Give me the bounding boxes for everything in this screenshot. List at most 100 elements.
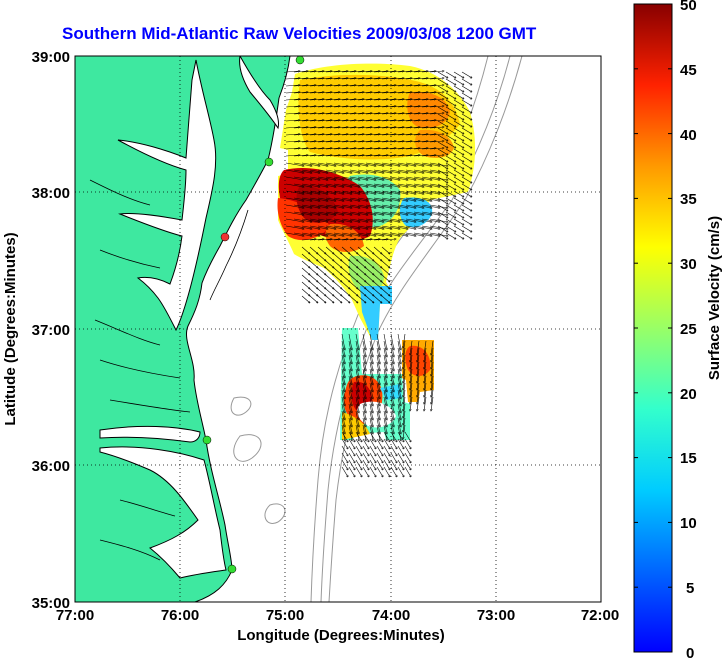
velocity-arrow bbox=[383, 389, 387, 406]
velocity-arrow bbox=[341, 176, 360, 180]
velocity-arrow bbox=[309, 134, 324, 135]
velocity-arrow bbox=[405, 99, 420, 100]
velocity-arrow bbox=[365, 267, 374, 275]
velocity-arrow bbox=[309, 211, 328, 215]
velocity-arrow bbox=[341, 211, 360, 215]
velocity-arrow bbox=[413, 106, 428, 107]
velocity-arrow bbox=[341, 417, 345, 434]
velocity-arrow bbox=[362, 466, 369, 477]
velocity-arrow bbox=[429, 99, 444, 100]
velocity-arrow bbox=[355, 438, 362, 449]
velocity-arrow bbox=[317, 106, 332, 107]
velocity-arrow bbox=[389, 183, 408, 187]
velocity-arrow bbox=[390, 438, 397, 449]
colorbar-label: Surface Velocity (cm/s) bbox=[706, 216, 723, 380]
velocity-arrow bbox=[410, 389, 413, 404]
velocity-arrow bbox=[373, 85, 388, 86]
velocity-arrow bbox=[461, 225, 472, 232]
velocity-arrow bbox=[333, 295, 342, 303]
velocity-arrow bbox=[365, 239, 380, 240]
velocity-arrow bbox=[461, 141, 472, 148]
velocity-arrow bbox=[421, 155, 436, 156]
velocity-arrow bbox=[413, 120, 428, 121]
velocity-arrow bbox=[325, 232, 344, 236]
colorbar: 50 45 40 35 30 25 20 15 10 5 0 Surface V… bbox=[633, 0, 723, 659]
velocity-arrow bbox=[349, 253, 358, 261]
velocity-arrow bbox=[429, 113, 444, 114]
velocity-arrow bbox=[293, 218, 312, 222]
velocity-arrow bbox=[453, 183, 464, 190]
velocity-arrow bbox=[325, 190, 344, 194]
velocity-arrow bbox=[413, 197, 432, 201]
velocity-arrow bbox=[405, 120, 420, 121]
velocity-arrow bbox=[365, 120, 380, 121]
velocity-arrow bbox=[397, 134, 412, 135]
y-tick-label: 38:00 bbox=[32, 185, 70, 202]
velocity-arrow bbox=[317, 253, 326, 261]
velocity-arrow bbox=[317, 141, 332, 142]
velocity-arrow bbox=[403, 368, 406, 383]
velocity-arrow bbox=[325, 281, 334, 289]
velocity-arrow bbox=[333, 183, 352, 187]
velocity-arrow bbox=[285, 134, 300, 135]
velocity-arrow bbox=[369, 452, 376, 463]
velocity-arrow bbox=[357, 281, 366, 289]
velocity-arrow bbox=[325, 253, 334, 261]
velocity-arrow bbox=[429, 71, 444, 72]
velocity-arrow bbox=[429, 92, 444, 93]
velocity-arrow bbox=[365, 162, 384, 166]
velocity-arrow bbox=[410, 340, 413, 355]
velocity-arrow bbox=[362, 354, 366, 371]
velocity-arrow bbox=[421, 134, 436, 135]
velocity-arrow bbox=[373, 141, 388, 142]
velocity-arrow bbox=[417, 389, 420, 404]
velocity-arrow bbox=[365, 246, 374, 254]
velocity-arrow bbox=[453, 176, 464, 183]
x-axis: 77:00 76:00 75:00 74:00 73:00 72:00 Long… bbox=[56, 607, 619, 644]
velocity-arrow bbox=[390, 382, 394, 399]
velocity-arrow bbox=[453, 78, 464, 85]
velocity-arrow bbox=[397, 211, 416, 215]
velocity-arrow bbox=[309, 295, 318, 303]
velocity-arrow bbox=[421, 106, 436, 107]
velocity-arrow bbox=[413, 134, 428, 135]
velocity-arrow bbox=[429, 176, 448, 180]
velocity-arrow bbox=[341, 92, 356, 93]
velocity-arrow bbox=[309, 239, 324, 240]
velocity-arrow bbox=[365, 183, 384, 187]
velocity-arrow bbox=[309, 218, 328, 222]
radar-stations bbox=[202, 55, 305, 574]
velocity-arrow bbox=[453, 148, 464, 155]
velocity-arrow bbox=[421, 120, 436, 121]
velocity-arrow bbox=[461, 120, 472, 127]
velocity-arrow bbox=[365, 274, 374, 282]
velocity-arrow bbox=[413, 218, 432, 222]
velocity-arrow bbox=[309, 288, 318, 296]
velocity-arrow bbox=[405, 162, 424, 166]
velocity-arrow bbox=[348, 438, 355, 449]
velocity-arrow bbox=[369, 431, 376, 442]
velocity-arrow bbox=[429, 211, 448, 215]
velocity-arrow bbox=[301, 232, 320, 236]
velocity-arrow bbox=[317, 183, 336, 187]
velocity-arrow bbox=[341, 232, 360, 236]
velocity-arrow bbox=[317, 295, 326, 303]
y-axis-label: Latitude (Degrees:Minutes) bbox=[2, 232, 19, 425]
velocity-arrow bbox=[349, 134, 364, 135]
velocity-arrow bbox=[317, 267, 326, 275]
velocity-arrow bbox=[341, 246, 350, 254]
station-cape-henlopen bbox=[264, 157, 274, 167]
velocity-arrow bbox=[413, 71, 428, 72]
velocity-arrow bbox=[437, 78, 448, 85]
velocity-arrow bbox=[413, 141, 428, 142]
velocity-arrow bbox=[383, 438, 390, 449]
velocity-arrow bbox=[424, 368, 427, 383]
velocity-arrow bbox=[373, 176, 392, 180]
velocity-arrow bbox=[357, 169, 376, 173]
velocity-arrow bbox=[369, 333, 373, 350]
velocity-arrow bbox=[381, 85, 396, 86]
velocity-arrow bbox=[301, 190, 320, 194]
velocity-arrow bbox=[389, 176, 408, 180]
velocity-arrow bbox=[390, 368, 394, 385]
velocity-arrow bbox=[397, 424, 401, 441]
